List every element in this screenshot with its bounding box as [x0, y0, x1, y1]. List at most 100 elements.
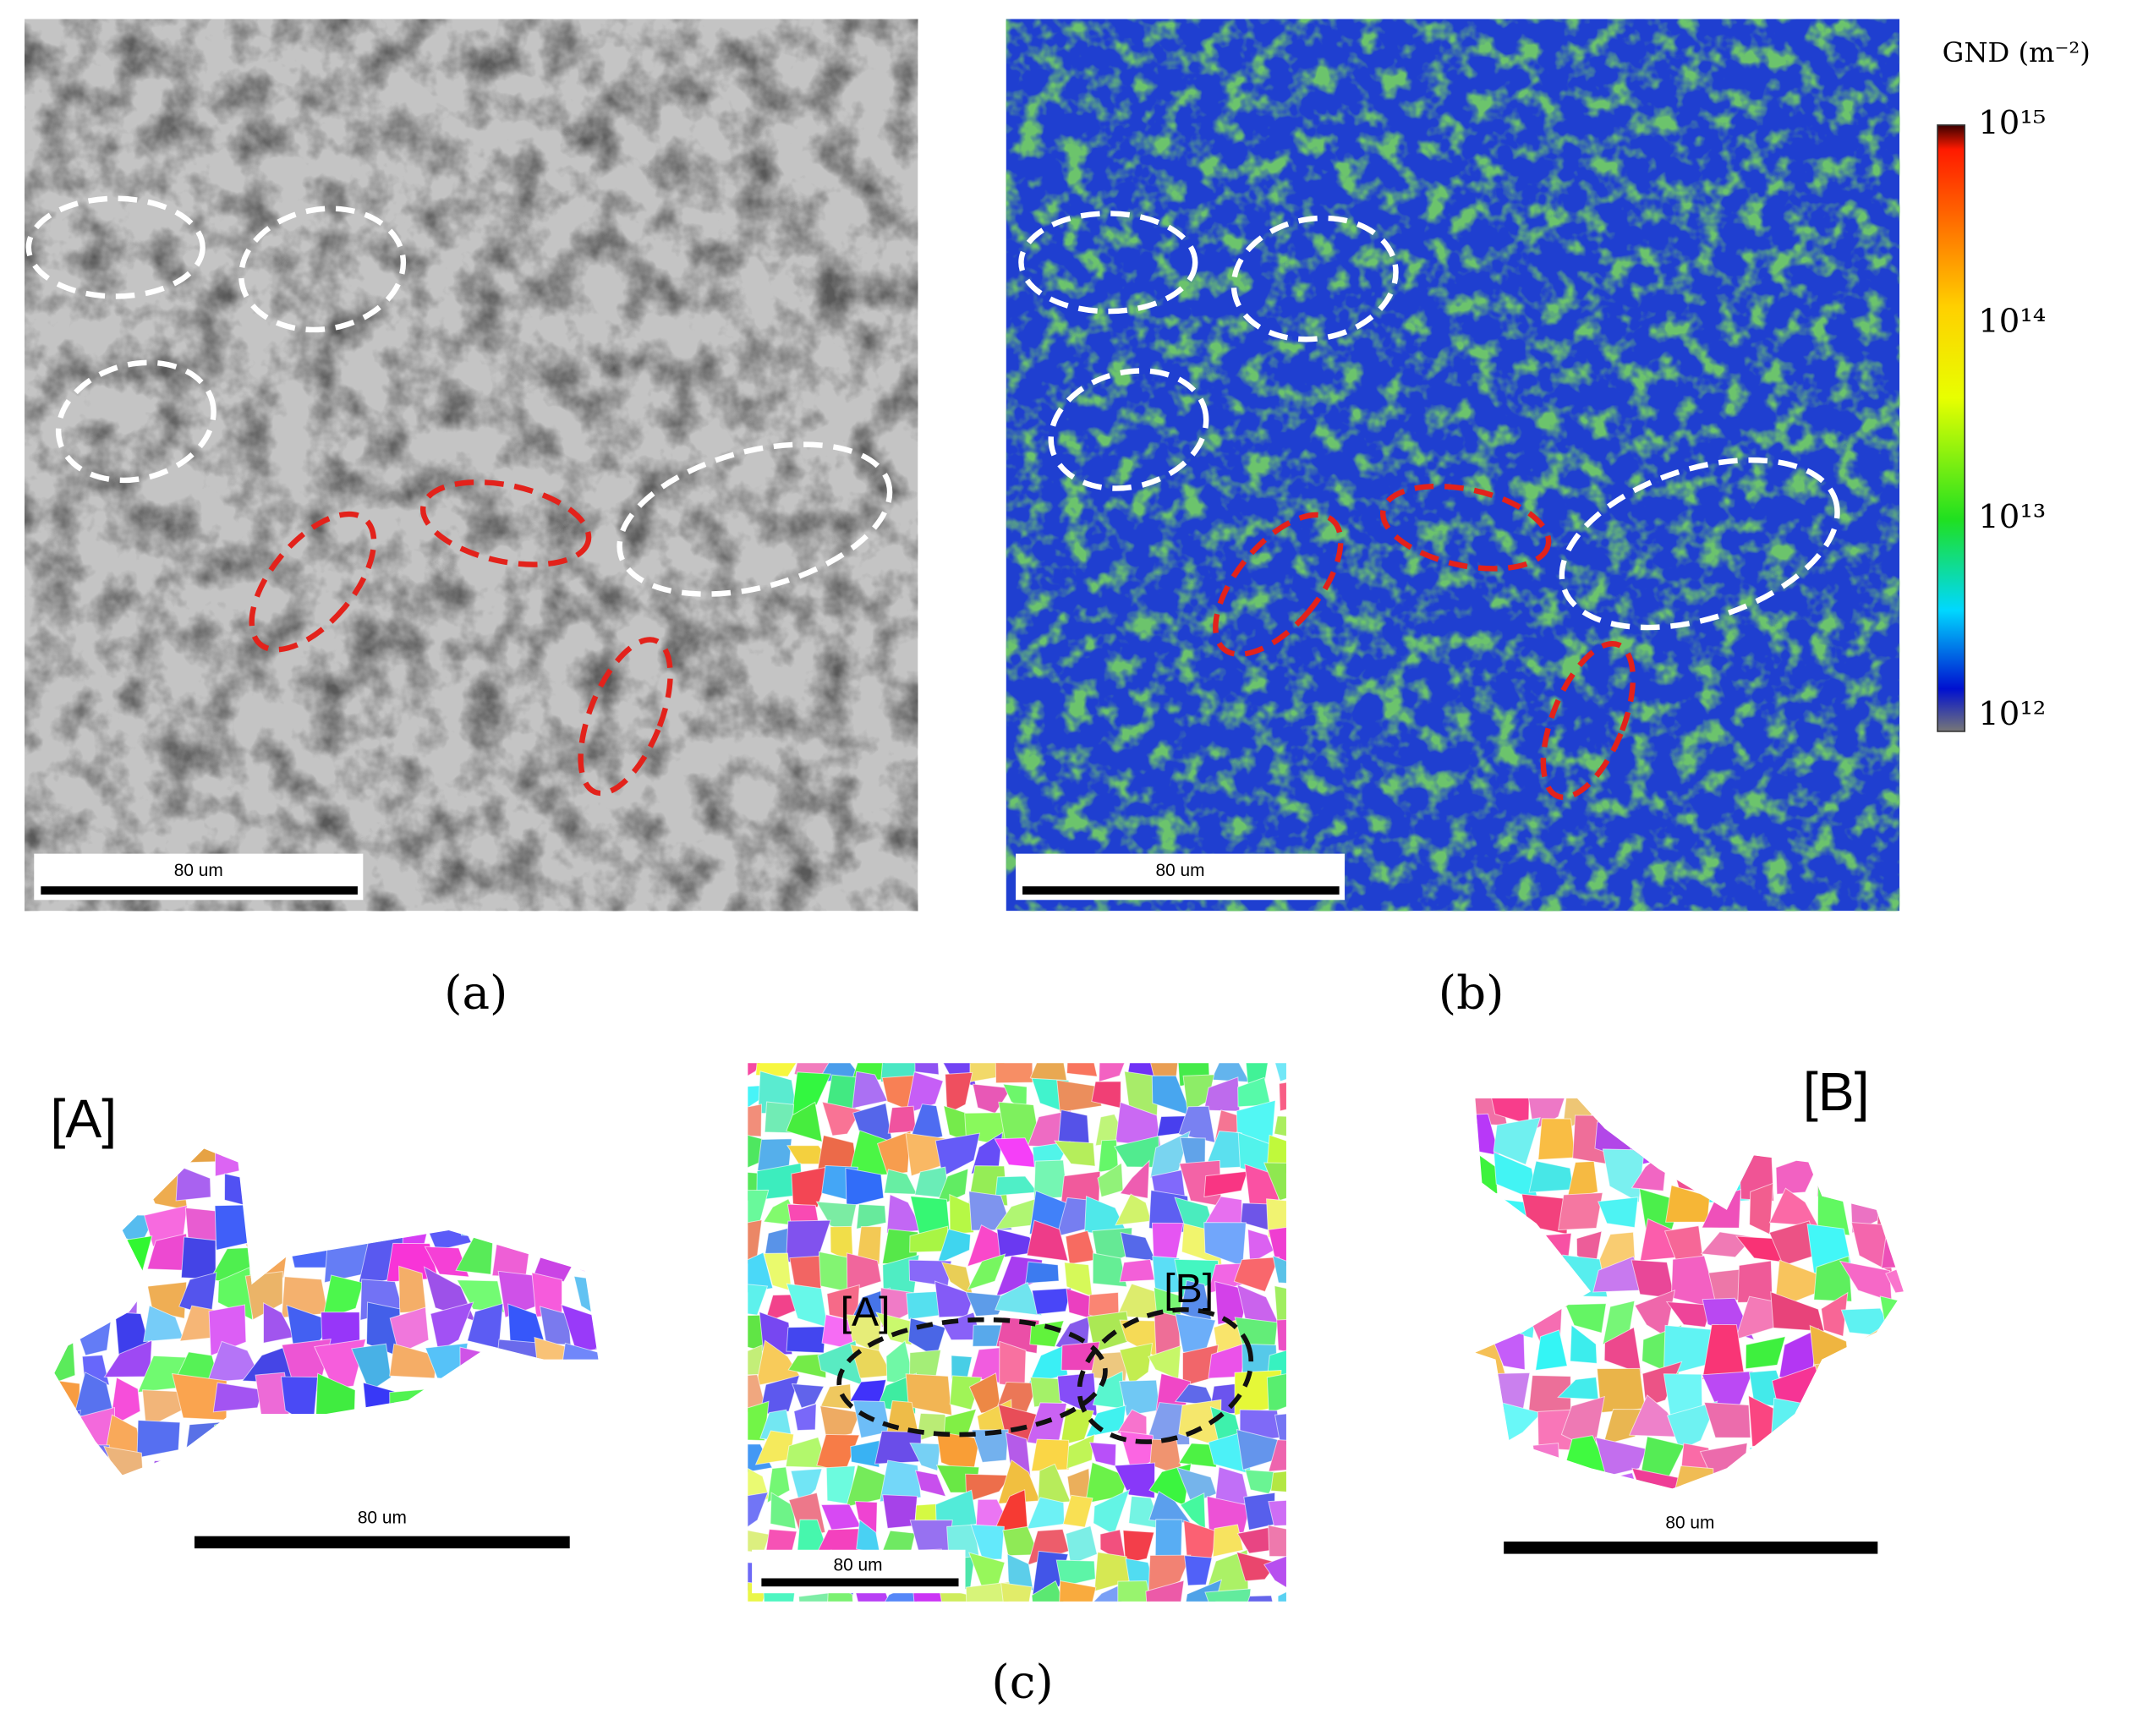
grain	[1537, 1118, 1576, 1160]
grain	[1114, 1462, 1156, 1499]
grain	[389, 1388, 433, 1421]
grain	[798, 1592, 830, 1602]
grain	[1263, 1555, 1286, 1588]
region-outline	[578, 637, 673, 797]
grain	[748, 1251, 774, 1293]
grain	[1009, 1613, 1029, 1653]
grain	[1120, 1231, 1157, 1262]
grain	[1744, 1115, 1786, 1163]
grain	[1210, 1063, 1251, 1083]
grain	[1055, 1617, 1100, 1652]
grain	[936, 1228, 972, 1265]
grain	[1301, 1585, 1334, 1623]
grain	[1297, 1556, 1328, 1588]
grain	[880, 1609, 909, 1656]
grain	[54, 1235, 87, 1277]
grain	[1296, 1045, 1336, 1086]
grain	[319, 1212, 357, 1252]
grain	[1847, 1465, 1892, 1489]
grain	[1528, 1266, 1570, 1308]
grain	[995, 1063, 1033, 1084]
grain	[1674, 1113, 1711, 1168]
region-outline	[836, 1317, 1108, 1438]
inset-label: [B]	[1803, 1061, 1870, 1122]
grain	[748, 1492, 769, 1528]
grain	[54, 1444, 85, 1476]
grain	[1749, 1182, 1774, 1235]
grain	[54, 1339, 76, 1387]
grain	[505, 1450, 538, 1476]
grain	[1263, 1162, 1286, 1202]
grain	[1304, 1401, 1337, 1432]
grain	[353, 1407, 406, 1463]
grain	[1148, 1554, 1192, 1597]
grain	[1737, 1260, 1773, 1303]
grain	[597, 1271, 599, 1313]
grain	[351, 1163, 394, 1211]
grain	[1053, 1140, 1096, 1167]
grain	[971, 1429, 1009, 1463]
grain	[887, 1105, 917, 1134]
grain	[1808, 1394, 1862, 1436]
grain	[389, 1343, 437, 1379]
grain	[1308, 1433, 1329, 1477]
grain	[430, 1301, 474, 1352]
grain	[1843, 1361, 1895, 1414]
grain	[1814, 1469, 1857, 1489]
grain	[1879, 1295, 1904, 1345]
grain	[1875, 1182, 1904, 1235]
grain	[1528, 1160, 1574, 1193]
grain	[1771, 1116, 1817, 1164]
scale-bar-label: 80 um	[174, 861, 223, 880]
grain	[1805, 1435, 1861, 1477]
scale-bar	[41, 886, 358, 895]
grain	[459, 1346, 509, 1386]
grain	[1119, 1342, 1154, 1386]
grain	[422, 1409, 469, 1460]
grain	[560, 1148, 599, 1178]
region-outline	[55, 359, 216, 484]
grain	[1302, 1080, 1329, 1115]
grain	[846, 1252, 882, 1293]
grain	[1236, 1551, 1279, 1582]
grain	[244, 1209, 294, 1241]
grain	[787, 1353, 827, 1379]
grain	[214, 1416, 263, 1453]
grain	[1475, 1443, 1502, 1486]
grain	[1475, 1405, 1499, 1449]
grain	[879, 1459, 922, 1503]
grain	[171, 1446, 218, 1476]
grain	[1475, 1231, 1506, 1265]
grain	[208, 1304, 247, 1356]
texture	[25, 19, 918, 912]
grain	[793, 1403, 817, 1432]
grain	[786, 1326, 826, 1354]
grain	[1093, 1612, 1128, 1653]
grain	[395, 1148, 428, 1164]
grain	[1821, 1291, 1849, 1337]
grain	[351, 1148, 406, 1172]
grain	[1296, 1503, 1340, 1534]
grain	[790, 1468, 823, 1507]
grain	[756, 1613, 796, 1656]
grain	[1710, 1475, 1742, 1489]
grain	[934, 1168, 969, 1208]
grain	[1065, 1525, 1098, 1565]
grain	[1889, 1368, 1904, 1408]
grain-map-a	[54, 1148, 599, 1476]
grain	[1475, 1147, 1499, 1198]
grain	[595, 1310, 599, 1350]
grain	[423, 1444, 476, 1476]
grain	[392, 1443, 433, 1476]
grain	[1805, 1124, 1857, 1165]
grain	[398, 1265, 427, 1314]
colorbar-tick-label: 10¹³	[1978, 498, 2046, 536]
grain	[1279, 1082, 1286, 1112]
grain	[1066, 1063, 1099, 1077]
grain	[786, 1101, 823, 1142]
grain	[212, 1382, 263, 1413]
grain	[597, 1148, 599, 1167]
grain	[118, 1165, 155, 1203]
grain	[152, 1148, 189, 1177]
grain	[1056, 1079, 1103, 1113]
